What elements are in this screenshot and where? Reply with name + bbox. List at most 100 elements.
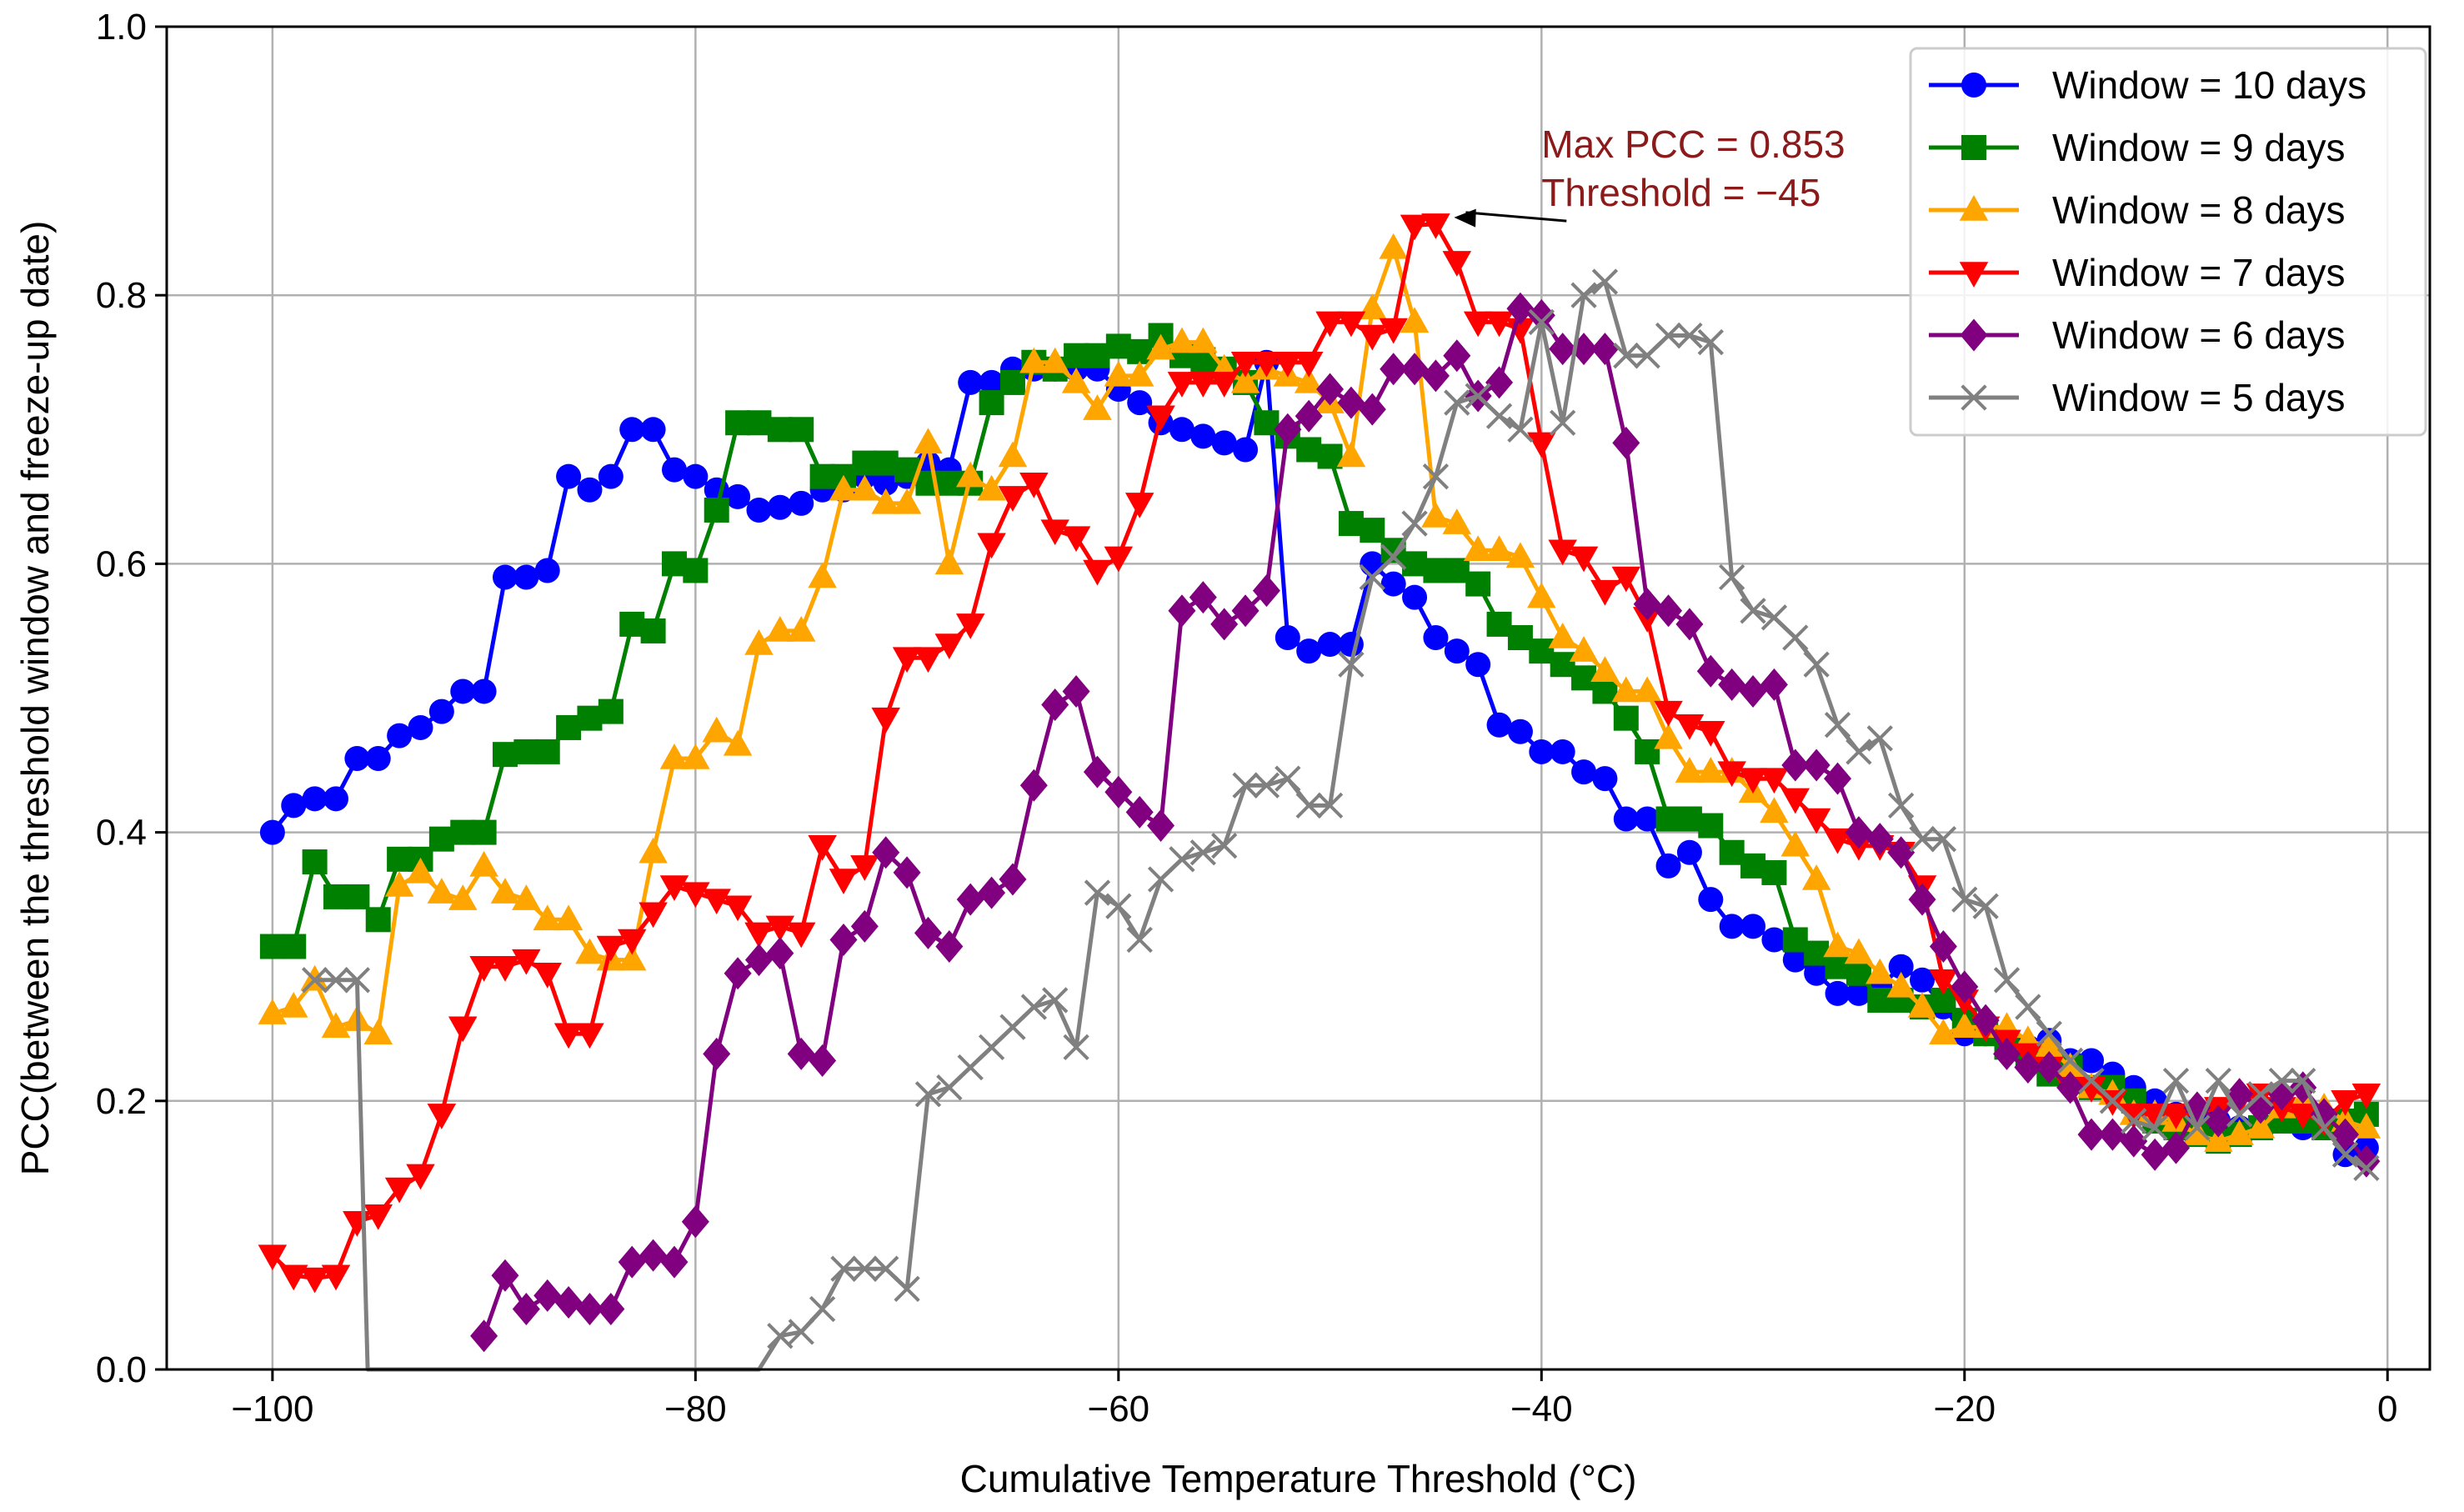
data-point	[387, 846, 413, 872]
data-point	[363, 1204, 393, 1230]
data-point	[958, 369, 984, 395]
data-point	[2121, 1108, 2147, 1134]
data-point	[2311, 1114, 2337, 1141]
data-point	[1910, 967, 1936, 993]
data-point	[873, 470, 899, 496]
data-point	[978, 1034, 1005, 1061]
data-point	[977, 533, 1006, 559]
data-point	[1147, 809, 1175, 843]
data-point	[471, 819, 497, 845]
data-point	[2246, 1113, 2276, 1139]
x-marker-stroke	[1232, 772, 1259, 799]
data-point	[2056, 1052, 2085, 1079]
data-point	[490, 878, 520, 904]
data-point	[1400, 214, 1430, 241]
data-point	[1590, 333, 1619, 366]
data-point	[1844, 938, 1874, 964]
data-point	[1379, 233, 1408, 259]
data-point	[914, 428, 943, 454]
data-point	[1337, 386, 1365, 419]
data-point	[872, 836, 900, 869]
data-point	[556, 463, 582, 489]
data-point	[344, 884, 370, 909]
data-point	[1465, 652, 1491, 678]
data-point	[2015, 994, 2041, 1020]
data-point	[1738, 768, 1768, 794]
data-point	[789, 490, 814, 516]
data-point	[1993, 1037, 2021, 1070]
data-point	[323, 884, 348, 909]
x-marker-stroke	[1275, 765, 1301, 792]
data-point	[1041, 688, 1069, 722]
y-tick-label: 0.2	[96, 1081, 147, 1122]
data-point	[851, 1255, 879, 1282]
data-point	[2098, 1118, 2126, 1151]
data-point	[1402, 584, 1428, 610]
x-marker-stroke	[767, 1323, 794, 1349]
x-marker-stroke	[1507, 416, 1534, 443]
data-point	[1780, 830, 1810, 857]
x-tick-label: −40	[1510, 1389, 1573, 1429]
x-marker-stroke	[1782, 624, 1809, 651]
data-point	[892, 488, 922, 514]
data-point	[1507, 625, 1533, 651]
data-point	[1823, 828, 1852, 854]
data-point	[1655, 322, 1682, 349]
data-point	[1760, 797, 1789, 824]
data-point	[1611, 676, 1641, 703]
data-point	[725, 410, 751, 436]
data-point	[998, 441, 1028, 468]
legend-label: Window = 5 days	[2052, 376, 2346, 419]
data-point	[278, 1264, 308, 1291]
data-point	[575, 1293, 603, 1326]
data-point	[1654, 700, 1683, 727]
data-point	[1740, 598, 1766, 624]
data-point	[1189, 581, 1217, 614]
data-point	[448, 1016, 478, 1043]
data-point	[1380, 353, 1408, 386]
x-marker-stroke	[830, 1255, 857, 1282]
data-point	[661, 551, 687, 577]
x-tick-label: 0	[2377, 1389, 2397, 1429]
data-point	[1929, 930, 1957, 964]
data-point	[1761, 859, 1787, 885]
data-point	[2351, 1083, 2381, 1109]
data-point	[258, 999, 288, 1024]
data-point	[1549, 333, 1577, 366]
data-point	[1675, 757, 1705, 783]
data-point	[767, 417, 793, 443]
x-marker-stroke	[2290, 1067, 2316, 1094]
x-tick-label: −100	[231, 1389, 313, 1429]
data-point	[1613, 343, 1640, 369]
data-point	[1062, 674, 1090, 708]
data-point	[956, 883, 984, 916]
x-marker-stroke	[2247, 1081, 2274, 1108]
data-point	[1548, 539, 1577, 566]
data-point	[1167, 327, 1197, 353]
data-point	[683, 463, 709, 489]
data-point	[2205, 1067, 2231, 1094]
x-marker-stroke	[1887, 792, 1915, 819]
data-point	[1189, 327, 1218, 353]
data-point	[1209, 372, 1239, 398]
data-point	[1802, 748, 1830, 782]
data-point	[767, 1323, 794, 1349]
data-point	[1866, 823, 1894, 856]
data-point	[1719, 839, 1745, 865]
data-point	[534, 558, 560, 583]
data-point	[1824, 762, 1852, 795]
data-point	[512, 949, 541, 975]
data-point	[1146, 405, 1175, 432]
x-marker-stroke	[1253, 772, 1280, 799]
data-point	[1801, 864, 1831, 890]
data-point	[387, 723, 413, 748]
data-point	[723, 729, 753, 756]
data-point	[829, 923, 858, 956]
data-point	[809, 463, 835, 489]
data-point	[725, 483, 751, 509]
data-point	[1359, 563, 1385, 591]
data-point	[746, 410, 772, 436]
data-point	[681, 743, 710, 769]
data-point	[639, 902, 668, 929]
data-point	[979, 369, 1004, 395]
